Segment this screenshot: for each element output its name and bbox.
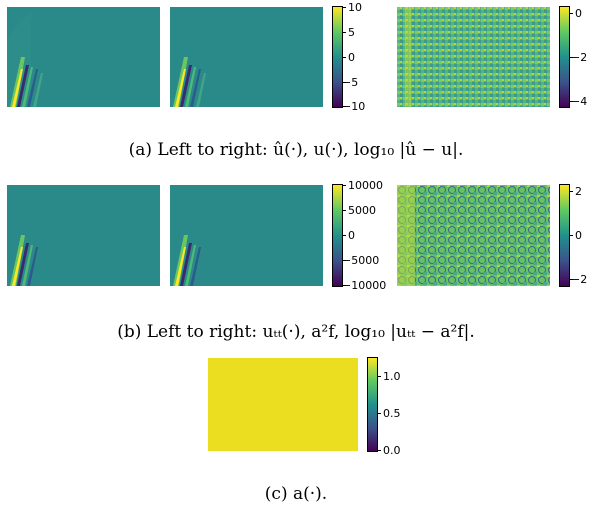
error-heatmap-a xyxy=(397,7,550,107)
colorbar-u-tt xyxy=(332,184,343,287)
colorbar-u-tick-1: 10 xyxy=(348,1,362,14)
colorbar-error-a-tick-2: −2 xyxy=(571,51,588,64)
u-tt-heatmap xyxy=(7,185,160,286)
colorbar-a-tick-3: 0.0 xyxy=(383,444,401,457)
colorbar-u-tick-4: −5 xyxy=(342,76,359,89)
caption-c: (c) a(·). xyxy=(264,484,328,504)
colorbar-a-tick-2: 0.5 xyxy=(383,407,401,420)
colorbar-error-b-tick-1: 2 xyxy=(575,185,582,198)
colorbar-u-tick-3: 0 xyxy=(348,51,355,64)
colorbar-u-tick-2: 5 xyxy=(348,26,355,39)
colorbar-u-tt-tick-5: −10000 xyxy=(342,279,387,292)
colorbar-u-tick-5: −10 xyxy=(342,100,366,113)
colorbar-error-b-tick-2: 0 xyxy=(575,229,582,242)
a2f-heatmap xyxy=(170,185,323,286)
colorbar-a-tick-1: 1.0 xyxy=(383,370,401,383)
caption-a: (a) Left to right: û(·), u(·), log₁₀ |û … xyxy=(128,140,464,160)
colorbar-u xyxy=(332,6,343,108)
u-heatmap xyxy=(170,7,323,107)
colorbar-u-tt-tick-1: 10000 xyxy=(348,179,383,192)
colorbar-error-b xyxy=(559,184,570,287)
colorbar-a xyxy=(367,357,378,452)
error-heatmap-b xyxy=(397,185,550,286)
a-field-heatmap xyxy=(208,358,358,451)
colorbar-u-tt-tick-3: 0 xyxy=(348,229,355,242)
colorbar-error-a-tick-3: −4 xyxy=(571,95,588,108)
colorbar-error-a xyxy=(559,6,570,108)
u-hat-heatmap xyxy=(7,7,160,107)
colorbar-u-tt-tick-2: 5000 xyxy=(348,204,376,217)
colorbar-error-b-tick-3: −2 xyxy=(571,273,588,286)
colorbar-u-tt-tick-4: −5000 xyxy=(342,254,380,267)
colorbar-error-a-tick-1: 0 xyxy=(575,7,582,20)
caption-b: (b) Left to right: uₜₜ(·), a²f, log₁₀ |u… xyxy=(117,322,475,342)
